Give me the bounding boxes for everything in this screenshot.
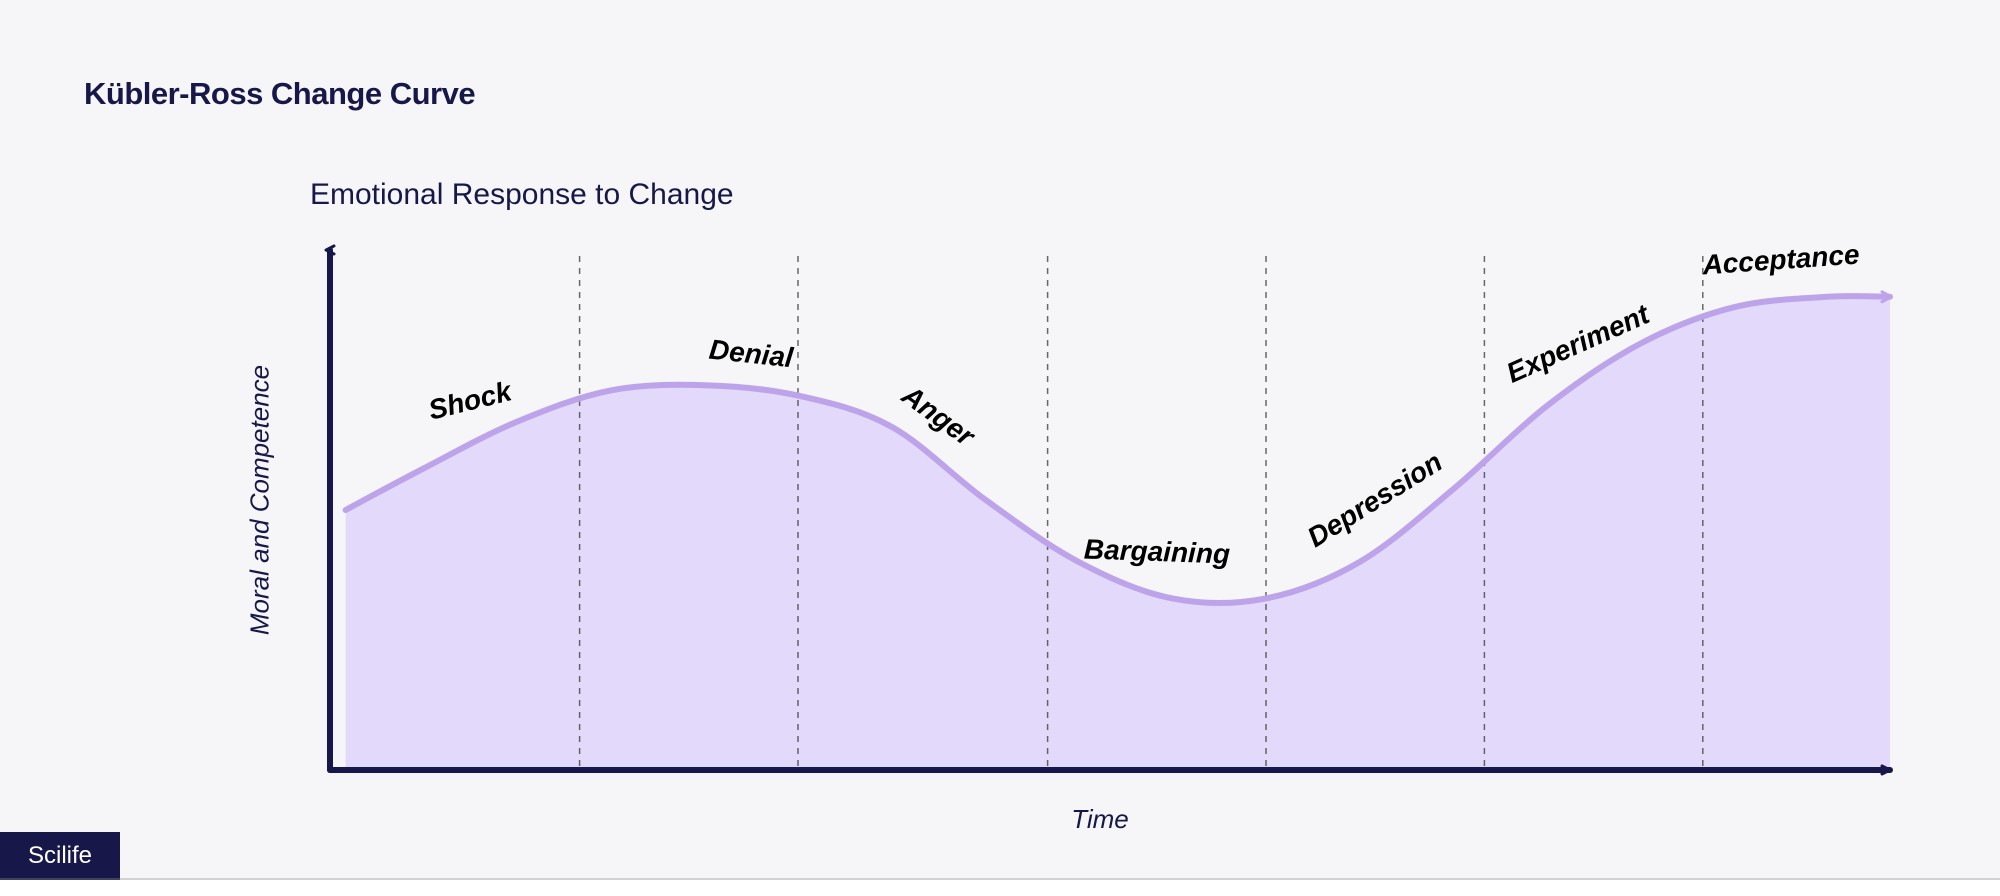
chart-area: ShockDenialAngerBargainingDepressionExpe…	[300, 230, 1920, 790]
chart-subtitle: Emotional Response to Change	[310, 178, 734, 212]
change-curve-chart	[300, 230, 1920, 790]
chart-panel: Kübler-Ross Change Curve Emotional Respo…	[0, 0, 2000, 880]
y-axis-label: Moral and Competence	[245, 365, 276, 635]
page-title: Kübler-Ross Change Curve	[84, 76, 475, 112]
y-axis	[330, 250, 331, 770]
brand-badge: Scilife	[0, 832, 120, 880]
curve-fill	[346, 296, 1890, 770]
stage-label-bargaining: Bargaining	[1083, 533, 1230, 570]
x-axis	[330, 770, 1890, 771]
bottom-rule	[0, 878, 2000, 880]
x-axis-label: Time	[1071, 804, 1129, 835]
